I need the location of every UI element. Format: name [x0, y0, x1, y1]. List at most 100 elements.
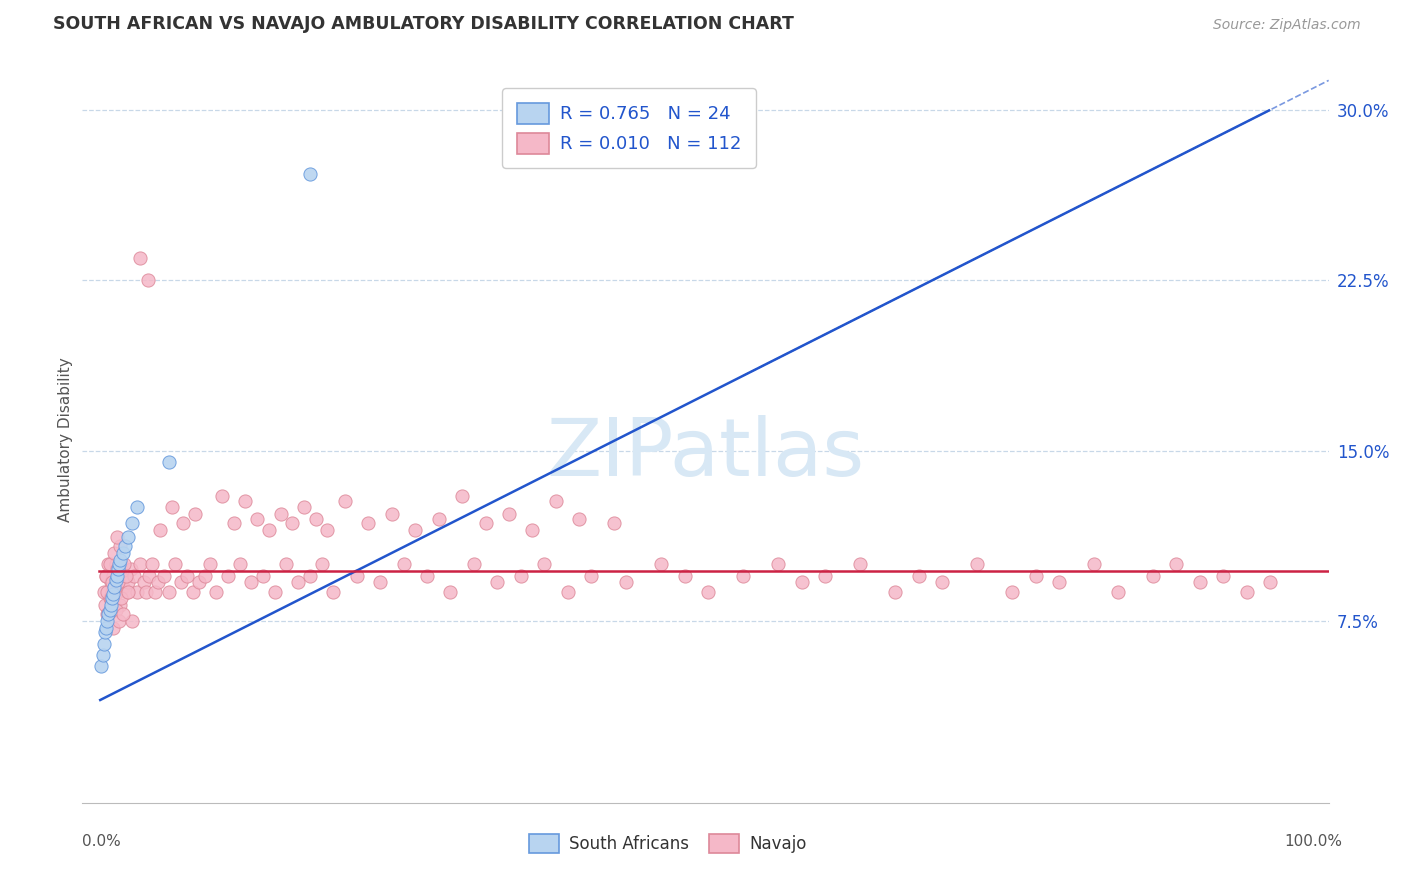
Point [276, 558, 298, 572]
Point [907, 568, 929, 582]
Point [246, 512, 269, 526]
Point [1188, 575, 1211, 590]
Point [316, 523, 339, 537]
Point [305, 512, 328, 526]
Point [931, 575, 953, 590]
Point [94, 621, 117, 635]
Point [104, 573, 127, 587]
Point [107, 575, 129, 590]
Point [100, 598, 122, 612]
Point [533, 558, 555, 572]
Point [98, 591, 121, 606]
Point [263, 584, 285, 599]
Point [108, 568, 131, 582]
Point [104, 603, 127, 617]
Text: ZIPatlas: ZIPatlas [546, 415, 865, 493]
Point [96, 584, 118, 599]
Point [105, 584, 128, 599]
Point [103, 546, 125, 560]
Point [509, 568, 531, 582]
Point [884, 584, 907, 599]
Point [121, 516, 143, 531]
Point [94, 625, 117, 640]
Point [105, 530, 128, 544]
Point [298, 568, 321, 582]
Point [100, 591, 122, 606]
Point [104, 558, 127, 572]
Point [112, 558, 135, 572]
Point [97, 558, 120, 572]
Point [101, 584, 124, 599]
Point [111, 580, 134, 594]
Point [117, 584, 139, 599]
Point [101, 575, 124, 590]
Point [257, 523, 280, 537]
Point [849, 558, 872, 572]
Point [114, 539, 136, 553]
Point [141, 558, 163, 572]
Point [98, 603, 121, 617]
Point [157, 584, 180, 599]
Point [143, 584, 166, 599]
Point [97, 607, 120, 622]
Point [614, 575, 637, 590]
Point [94, 568, 117, 582]
Text: SOUTH AFRICAN VS NAVAJO AMBULATORY DISABILITY CORRELATION CHART: SOUTH AFRICAN VS NAVAJO AMBULATORY DISAB… [53, 15, 794, 33]
Point [105, 562, 128, 576]
Point [1107, 584, 1129, 599]
Point [557, 584, 579, 599]
Point [392, 558, 415, 572]
Point [357, 516, 380, 531]
Point [170, 575, 193, 590]
Point [1236, 584, 1258, 599]
Point [235, 493, 257, 508]
Point [650, 558, 672, 572]
Point [579, 568, 602, 582]
Point [1001, 584, 1024, 599]
Point [522, 523, 544, 537]
Point [117, 575, 139, 590]
Point [1212, 568, 1234, 582]
Point [381, 508, 404, 522]
Point [125, 500, 148, 515]
Point [107, 562, 129, 576]
Point [184, 508, 207, 522]
Point [673, 568, 696, 582]
Point [768, 558, 790, 572]
Point [298, 167, 321, 181]
Point [121, 614, 143, 628]
Point [108, 598, 131, 612]
Point [136, 273, 159, 287]
Point [103, 598, 125, 612]
Point [463, 558, 485, 572]
Point [270, 508, 292, 522]
Point [149, 523, 172, 537]
Text: Source: ZipAtlas.com: Source: ZipAtlas.com [1213, 19, 1361, 32]
Point [498, 508, 520, 522]
Point [101, 621, 124, 635]
Point [110, 558, 132, 572]
Point [228, 558, 250, 572]
Point [1166, 558, 1188, 572]
Point [108, 614, 131, 628]
Point [115, 584, 138, 599]
Legend: South Africans, Navajo: South Africans, Navajo [520, 825, 814, 862]
Point [146, 575, 169, 590]
Point [1142, 568, 1164, 582]
Point [165, 558, 187, 572]
Point [333, 493, 356, 508]
Text: 0.0%: 0.0% [82, 834, 121, 848]
Point [427, 512, 450, 526]
Point [187, 575, 209, 590]
Point [108, 558, 131, 572]
Point [135, 584, 157, 599]
Point [122, 568, 145, 582]
Text: 100.0%: 100.0% [1285, 834, 1343, 848]
Point [120, 562, 142, 576]
Point [94, 568, 117, 582]
Point [1025, 568, 1047, 582]
Point [176, 568, 198, 582]
Point [91, 648, 114, 662]
Point [287, 575, 309, 590]
Point [111, 546, 134, 560]
